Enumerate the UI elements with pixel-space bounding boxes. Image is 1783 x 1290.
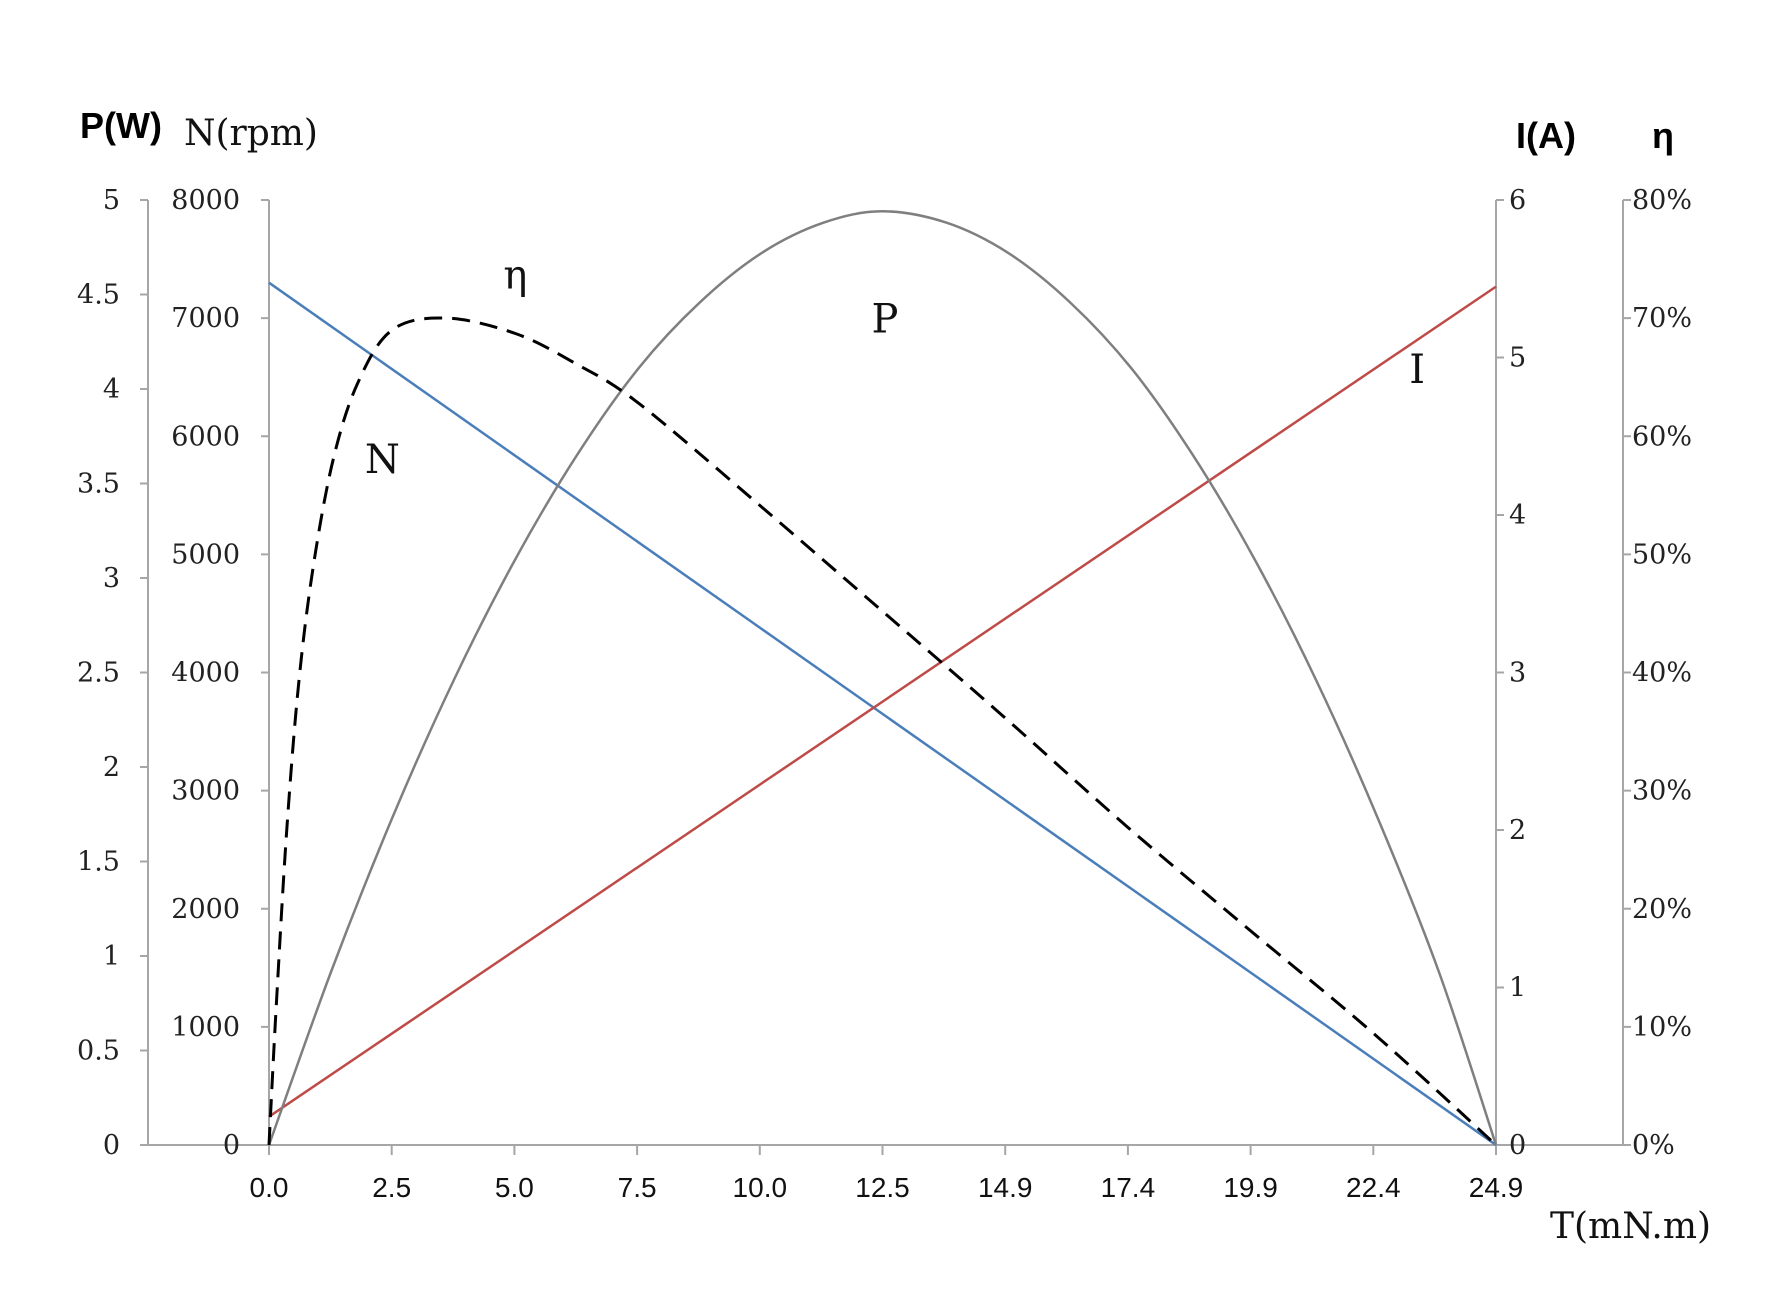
series-n-line — [268, 281, 1497, 1147]
n-tick-label: 7000 — [171, 303, 240, 334]
x-tick-label: 12.5 — [855, 1172, 910, 1203]
eta-tick-label: 20% — [1632, 894, 1692, 925]
labels-layer: P(W) N(rpm) I(A) η T(mN.m) — [80, 105, 1711, 1247]
p-tick-label: 5 — [103, 185, 120, 216]
i-tick-label: 4 — [1509, 500, 1526, 531]
p-tick-label: 2.5 — [77, 658, 120, 689]
p-tick-label: 0.5 — [77, 1036, 120, 1067]
x-tick-label: 22.4 — [1346, 1172, 1401, 1203]
n-tick-label: 3000 — [171, 776, 240, 807]
eta-tick-label: 80% — [1632, 185, 1692, 216]
series-p-line — [267, 210, 1498, 1146]
i-tick-label: 1 — [1509, 973, 1526, 1004]
i-tick-label: 3 — [1509, 658, 1526, 689]
x-tick-label: 5.0 — [495, 1172, 534, 1203]
ticks-layer: 00.511.522.533.544.550100020003000400050… — [77, 185, 1692, 1203]
i-tick-label: 5 — [1509, 343, 1526, 374]
x-tick-label: 0.0 — [250, 1172, 289, 1203]
p-tick-label: 1 — [103, 941, 120, 972]
x-tick-label: 19.9 — [1223, 1172, 1278, 1203]
curve-label: P — [872, 296, 899, 342]
n-tick-label: 4000 — [171, 658, 240, 689]
n-tick-label: 1000 — [171, 1012, 240, 1043]
series-eta-line — [267, 316, 1498, 1147]
curve-label: I — [1409, 347, 1425, 393]
curve-label: N — [365, 437, 400, 483]
x-tick-label: 10.0 — [733, 1172, 788, 1203]
annotations-layer: Nη P I — [365, 253, 1425, 483]
x-tick-label: 7.5 — [618, 1172, 657, 1203]
eta-axis-title: η — [1652, 115, 1674, 156]
curve-label: η — [503, 253, 527, 299]
p-tick-label: 2 — [103, 752, 120, 783]
i-tick-label: 6 — [1509, 185, 1526, 216]
i-tick-label: 2 — [1509, 815, 1526, 846]
eta-tick-label: 10% — [1632, 1012, 1692, 1043]
i-tick-label: 0 — [1509, 1130, 1526, 1161]
p-tick-label: 4 — [103, 374, 120, 405]
x-tick-label: 24.9 — [1469, 1172, 1524, 1203]
n-tick-label: 2000 — [171, 894, 240, 925]
p-tick-label: 0 — [103, 1130, 120, 1161]
p-tick-label: 4.5 — [77, 280, 120, 311]
n-tick-label: 6000 — [171, 421, 240, 452]
eta-tick-label: 0% — [1632, 1130, 1675, 1161]
eta-tick-label: 60% — [1632, 421, 1692, 452]
eta-tick-label: 30% — [1632, 776, 1692, 807]
eta-tick-label: 40% — [1632, 658, 1692, 689]
n-tick-label: 5000 — [171, 539, 240, 570]
series-layer — [267, 210, 1498, 1147]
p-axis-title: P(W) — [80, 105, 162, 146]
n-tick-label: 8000 — [171, 185, 240, 216]
p-tick-label: 1.5 — [77, 847, 120, 878]
n-axis-title: N(rpm) — [184, 113, 318, 154]
x-tick-label: 14.9 — [978, 1172, 1033, 1203]
eta-tick-label: 70% — [1632, 303, 1692, 334]
x-tick-label: 2.5 — [372, 1172, 411, 1203]
i-axis-title: I(A) — [1516, 115, 1576, 156]
x-axis-title: T(mN.m) — [1550, 1206, 1711, 1247]
p-tick-label: 3.5 — [77, 469, 120, 500]
p-tick-label: 3 — [103, 563, 120, 594]
eta-tick-label: 50% — [1632, 539, 1692, 570]
x-tick-label: 17.4 — [1101, 1172, 1156, 1203]
n-tick-label: 0 — [223, 1130, 240, 1161]
series-i-line — [268, 285, 1497, 1118]
